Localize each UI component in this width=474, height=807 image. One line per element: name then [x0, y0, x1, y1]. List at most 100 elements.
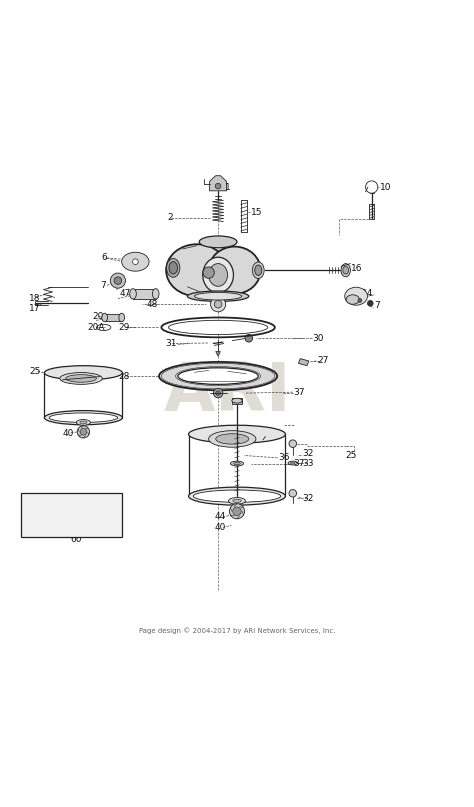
Circle shape [216, 391, 220, 395]
Ellipse shape [159, 362, 277, 391]
Text: 44: 44 [214, 512, 226, 521]
Text: 16: 16 [351, 264, 363, 273]
Text: 37: 37 [294, 459, 305, 468]
Text: 30: 30 [313, 334, 324, 343]
Circle shape [110, 273, 126, 288]
Text: 25: 25 [346, 451, 357, 460]
Ellipse shape [166, 258, 180, 278]
Text: 27: 27 [318, 357, 328, 366]
Ellipse shape [288, 461, 298, 465]
Polygon shape [299, 358, 309, 366]
Circle shape [358, 299, 362, 303]
Ellipse shape [255, 265, 262, 275]
Text: 32: 32 [302, 494, 314, 503]
Polygon shape [210, 176, 227, 190]
Ellipse shape [252, 262, 264, 278]
Text: 29: 29 [118, 323, 129, 332]
Ellipse shape [203, 257, 234, 293]
Text: REPAIR  KIT: REPAIR KIT [42, 510, 101, 520]
Text: Page design © 2004-2017 by ARI Network Services, Inc.: Page design © 2004-2017 by ARI Network S… [139, 628, 335, 634]
Ellipse shape [345, 287, 367, 305]
Circle shape [80, 429, 87, 435]
Text: 37: 37 [294, 387, 305, 397]
Ellipse shape [228, 498, 246, 504]
Circle shape [289, 490, 297, 497]
Text: 32: 32 [302, 449, 314, 458]
Bar [232, 398, 242, 404]
Ellipse shape [102, 313, 108, 322]
Circle shape [215, 183, 221, 189]
Ellipse shape [166, 245, 228, 296]
Text: 14: 14 [362, 290, 373, 299]
Circle shape [245, 334, 253, 342]
Text: 48: 48 [146, 299, 158, 309]
Ellipse shape [187, 291, 249, 302]
Text: 2: 2 [167, 213, 173, 222]
Ellipse shape [189, 425, 285, 443]
Ellipse shape [194, 292, 242, 300]
Text: 47: 47 [120, 290, 131, 299]
Text: 36: 36 [279, 454, 290, 462]
Circle shape [210, 297, 226, 312]
Text: 31: 31 [165, 339, 177, 348]
Ellipse shape [119, 313, 125, 322]
Ellipse shape [178, 368, 258, 384]
Bar [133, 289, 156, 299]
Circle shape [77, 426, 90, 438]
Circle shape [233, 507, 241, 516]
Ellipse shape [209, 431, 256, 447]
Ellipse shape [66, 374, 96, 383]
Text: 18: 18 [29, 294, 41, 303]
Ellipse shape [153, 289, 159, 299]
Ellipse shape [343, 266, 348, 274]
Text: 20A: 20A [87, 323, 105, 332]
Ellipse shape [168, 320, 268, 334]
Text: ARI: ARI [164, 358, 292, 424]
Text: 10: 10 [380, 182, 392, 191]
Circle shape [214, 300, 222, 308]
Ellipse shape [189, 487, 285, 505]
Bar [20, 493, 122, 537]
Circle shape [203, 267, 214, 278]
Text: 40: 40 [62, 429, 73, 437]
Text: 15: 15 [251, 207, 263, 216]
Text: 40: 40 [214, 523, 226, 533]
Ellipse shape [80, 421, 87, 424]
Ellipse shape [199, 236, 237, 248]
Circle shape [229, 504, 245, 519]
Text: 6: 6 [101, 253, 107, 262]
Text: 7: 7 [100, 281, 106, 290]
Ellipse shape [234, 462, 240, 465]
Bar [105, 314, 122, 321]
Polygon shape [216, 352, 220, 356]
Ellipse shape [209, 247, 261, 294]
Ellipse shape [233, 500, 241, 503]
Circle shape [133, 259, 138, 265]
Text: 28: 28 [118, 371, 129, 381]
Text: 60: 60 [71, 535, 82, 544]
Ellipse shape [169, 261, 177, 274]
Ellipse shape [341, 264, 350, 277]
Ellipse shape [291, 462, 295, 464]
Ellipse shape [216, 433, 249, 444]
Text: 33: 33 [302, 458, 314, 467]
Ellipse shape [60, 373, 102, 384]
Circle shape [114, 277, 122, 284]
Circle shape [367, 300, 373, 306]
Text: 7: 7 [374, 301, 380, 310]
Ellipse shape [130, 289, 137, 299]
Ellipse shape [232, 399, 242, 403]
Ellipse shape [230, 461, 244, 466]
Text: 1: 1 [225, 183, 231, 192]
Text: 44: 44 [62, 417, 73, 426]
Ellipse shape [45, 411, 122, 424]
Ellipse shape [346, 295, 359, 304]
Ellipse shape [193, 490, 281, 502]
Text: 20: 20 [92, 312, 103, 320]
Ellipse shape [45, 366, 122, 380]
Ellipse shape [122, 253, 149, 271]
Ellipse shape [49, 413, 118, 422]
Ellipse shape [209, 264, 228, 286]
Text: 17: 17 [29, 303, 41, 312]
Text: 25: 25 [29, 367, 40, 376]
